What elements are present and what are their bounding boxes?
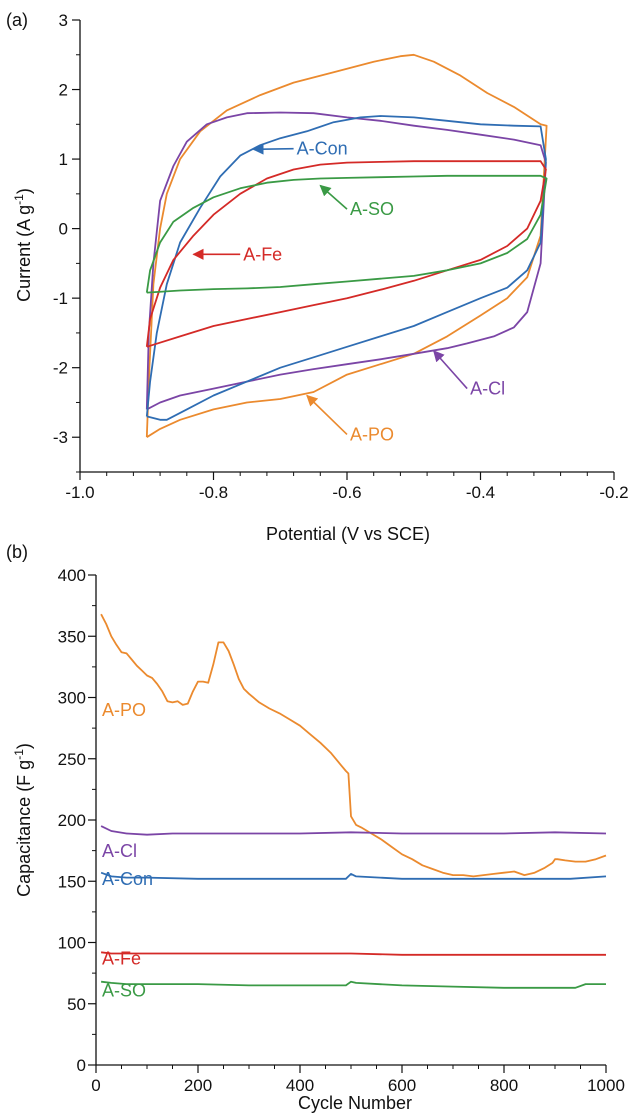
annotation-label-a-fe: A-Fe [243, 244, 282, 264]
panel-a-y-axis-label: Current (A g-1) [12, 188, 34, 302]
series-label-a-so: A-SO [102, 980, 146, 1000]
series-label-a-fe: A-Fe [102, 949, 141, 969]
series-line-a-po [100, 613, 607, 878]
x-tick-label: 600 [388, 1076, 416, 1095]
y-tick-label: 400 [58, 566, 86, 585]
y-tick-label: -3 [53, 428, 68, 447]
series-line-a-fe [145, 160, 547, 348]
y-tick-label: 250 [58, 750, 86, 769]
panel-b-cycling-chart: (b) 0 200 400 600 800 1000 0 50 100 150 200 250 300 3… [6, 542, 625, 1113]
panel-b-data [100, 613, 607, 989]
annotation-arrow-a-so [319, 184, 348, 210]
y-tick-label: 50 [67, 995, 86, 1014]
series-line-a-fe [100, 951, 606, 956]
annotation-label-a-con: A-Con [297, 139, 348, 159]
panel-b-y-axis-label: Capacitance (F g-1) [12, 743, 34, 897]
annotation-label-a-so: A-SO [350, 199, 394, 219]
series-line-a-con [100, 871, 607, 880]
y-tick-label: 150 [58, 872, 86, 891]
series-label-a-cl: A-Cl [102, 841, 137, 861]
annotation-arrow-a-con [252, 143, 294, 155]
y-tick-label: 0 [77, 1056, 86, 1075]
series-line-a-con [145, 115, 547, 421]
annotation-arrow-a-cl [433, 350, 468, 390]
panel-a-label: (a) [6, 10, 28, 30]
series-line-a-cl [100, 825, 607, 836]
series-label-a-con: A-Con [102, 869, 153, 889]
panel-a-axes: -1.0 -0.8 -0.6 -0.4 -0.2 -3 -2 -1 0 1 2 3 [53, 11, 629, 502]
series-line-a-po [145, 53, 548, 438]
x-tick-label: -0.2 [599, 483, 628, 502]
y-tick-label: 200 [58, 811, 86, 830]
panel-a-x-axis-label: Potential (V vs SCE) [266, 524, 430, 544]
series-label-a-po: A-PO [102, 700, 146, 720]
panel-b-x-axis-label: Cycle Number [298, 1093, 412, 1113]
x-tick-label: 400 [286, 1076, 314, 1095]
y-tick-label: 350 [58, 627, 86, 646]
panel-a-cv-chart: (a) -1.0 -0.8 -0.6 -0.4 -0.2 -3 -2 -1 0 1 2 3 A-Con… [6, 10, 629, 544]
panel-a-annotations: A-Con A-SO A-Fe A-Cl A-PO [192, 139, 505, 444]
annotation-arrow-a-po [306, 394, 348, 436]
x-tick-label: 1000 [587, 1076, 625, 1095]
y-tick-label: 100 [58, 934, 86, 953]
y-tick-label: 0 [59, 220, 68, 239]
x-tick-label: -0.8 [199, 483, 228, 502]
panel-b-series-labels: A-PO A-Cl A-Con A-Fe A-SO [102, 700, 153, 1001]
panel-b-label: (b) [6, 542, 28, 562]
x-tick-label: 200 [184, 1076, 212, 1095]
x-tick-label: 800 [490, 1076, 518, 1095]
y-tick-label: 3 [59, 11, 68, 30]
x-tick-label: -0.6 [332, 483, 361, 502]
annotation-label-a-po: A-PO [350, 424, 394, 444]
panel-b-axes: 0 200 400 600 800 1000 0 50 100 150 200 250 300 350 40… [58, 566, 625, 1095]
series-line-a-so [145, 174, 548, 294]
y-tick-label: -1 [53, 289, 68, 308]
series-line-a-so [100, 980, 606, 989]
x-tick-label: -1.0 [65, 483, 94, 502]
annotation-label-a-cl: A-Cl [470, 379, 505, 399]
series-line-a-cl [145, 111, 547, 411]
y-tick-label: 1 [59, 150, 68, 169]
x-tick-label: -0.4 [466, 483, 495, 502]
y-tick-label: -2 [53, 359, 68, 378]
y-tick-label: 300 [58, 689, 86, 708]
y-tick-label: 2 [59, 81, 68, 100]
x-tick-label: 0 [91, 1076, 100, 1095]
panel-a-data [145, 53, 548, 438]
